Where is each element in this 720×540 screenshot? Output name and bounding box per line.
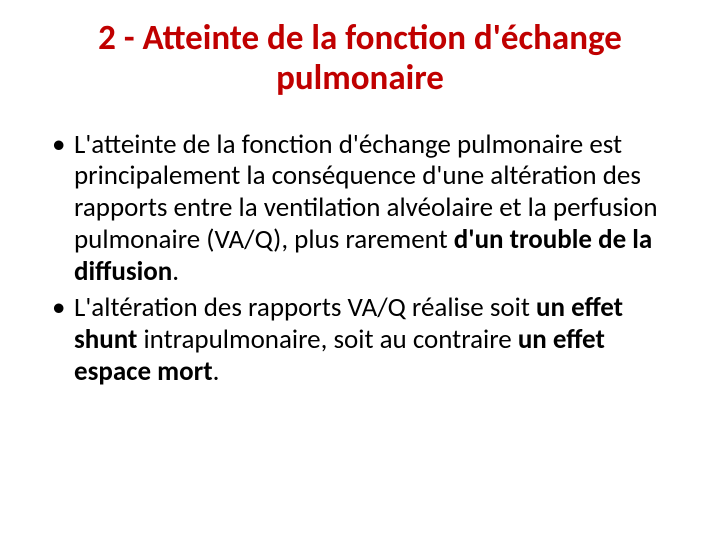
- bullet2-text-mid: intrapulmonaire, soit au contraire: [137, 323, 517, 356]
- title-line-1: 2 - Atteinte de la fonction d'échange: [98, 17, 622, 59]
- bullet-item-2: L'altération des rapports VA/Q réalise s…: [46, 292, 674, 388]
- bullet-item-1: L'atteinte de la fonction d'échange pulm…: [46, 129, 674, 288]
- slide-title: 2 - Atteinte de la fonction d'échange pu…: [40, 18, 680, 99]
- title-line-2: pulmonaire: [276, 57, 444, 99]
- bullet1-text-suffix: .: [172, 255, 179, 288]
- bullet-list: L'atteinte de la fonction d'échange pulm…: [40, 129, 680, 388]
- slide: 2 - Atteinte de la fonction d'échange pu…: [0, 0, 720, 540]
- bullet2-text-prefix: L'altération des rapports VA/Q réalise s…: [74, 291, 536, 324]
- bullet2-text-suffix: .: [213, 355, 220, 388]
